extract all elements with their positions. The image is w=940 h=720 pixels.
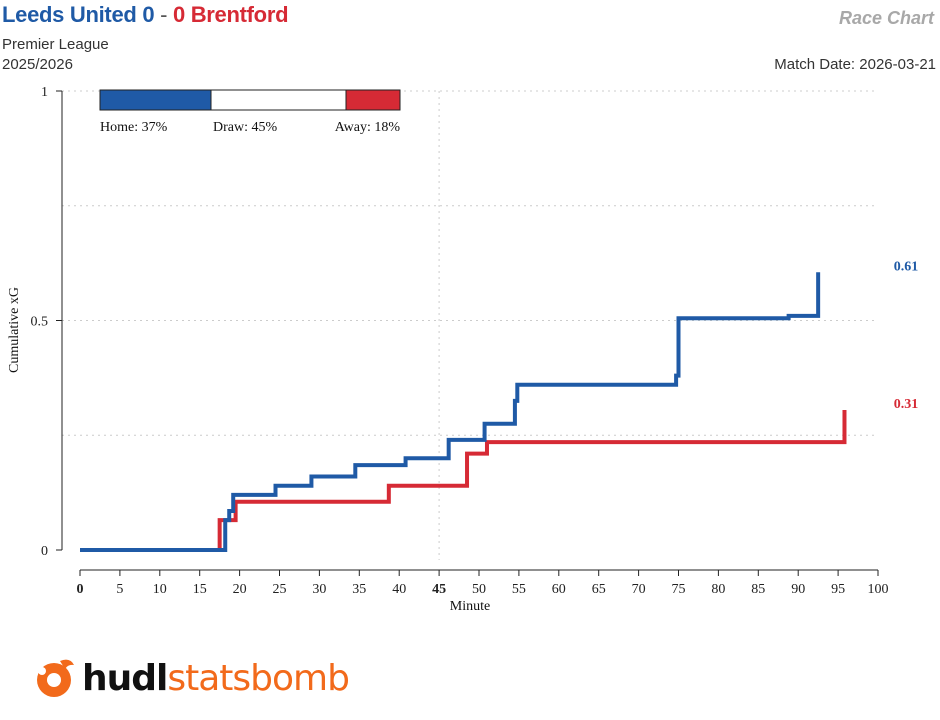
x-tick-label: 45: [432, 582, 446, 597]
x-tick-label: 25: [273, 582, 287, 597]
logo-text-statsbomb: statsbomb: [167, 657, 350, 699]
statsbomb-logo-icon: [37, 659, 74, 697]
away-probability-label: Away: 18%: [335, 120, 401, 135]
home-team-name: Leeds United: [2, 2, 137, 27]
probability-bar-frame: [99, 89, 401, 111]
x-tick-label: 5: [116, 582, 123, 597]
home-probability-segment: [100, 90, 211, 110]
x-tick-label: 20: [233, 582, 247, 597]
x-tick-label: 30: [312, 582, 326, 597]
grid-lines: [62, 90, 878, 560]
x-tick-label: 15: [193, 582, 207, 597]
y-tick-label: 0.5: [31, 315, 49, 330]
xg-lines: [80, 272, 847, 552]
hudl-statsbomb-logo: hudlstatsbomb: [32, 652, 350, 704]
x-tick-label: 0: [77, 582, 84, 597]
competition-name: Premier League: [2, 36, 109, 53]
match-title: Leeds United 0 - 0 Brentford: [2, 2, 289, 28]
score-separator: -: [160, 2, 168, 27]
home-final-xg-label: 0.61: [894, 259, 919, 274]
axes: [61, 91, 878, 571]
x-axis-label: Minute: [450, 599, 490, 614]
x-tick-label: 60: [552, 582, 566, 597]
season-label: 2025/2026: [2, 56, 73, 73]
chart-title: Race Chart: [838, 8, 934, 28]
race-chart: 00.510 5 10 15 20 25 30 35 40 45 50 55 60 65 70 75 80 85 9…: [7, 85, 919, 614]
home-probability-label: Home: 37%: [100, 120, 168, 135]
x-tick-label: 65: [592, 582, 606, 597]
away-team-name: Brentford: [190, 2, 289, 27]
logo-text-hudl: hudl: [82, 657, 168, 699]
x-tick-label: 75: [672, 582, 686, 597]
x-tick-label: 100: [868, 582, 889, 597]
home-score: 0: [142, 2, 155, 27]
away-final-xg-label: 0.31: [894, 397, 919, 412]
x-tick-label: 95: [831, 582, 845, 597]
x-tick-label: 55: [512, 582, 526, 597]
x-tick-label: 40: [392, 582, 406, 597]
home-xg-line: [80, 272, 821, 552]
draw-probability-label: Draw: 45%: [213, 120, 277, 135]
away-probability-segment: [346, 90, 400, 110]
y-tick-label: 1: [41, 85, 48, 100]
x-tick-label: 85: [751, 582, 765, 597]
away-xg-line: [80, 410, 847, 552]
win-probability-bar: Home: 37% Draw: 45% Away: 18%: [99, 89, 401, 135]
match-date: Match Date: 2026-03-21: [774, 56, 936, 73]
x-tick-label: 50: [472, 582, 486, 597]
draw-probability-segment: [211, 90, 346, 110]
x-tick-label: 35: [352, 582, 366, 597]
y-axis-label: Cumulative xG: [7, 287, 22, 373]
y-tick-label: 0: [41, 544, 48, 559]
tick-labels: 00.510 5 10 15 20 25 30 35 40 45 50 55 60 65 70 75 80 85 9…: [31, 85, 889, 597]
x-tick-label: 70: [632, 582, 646, 597]
away-score: 0: [172, 2, 185, 27]
x-tick-label: 90: [791, 582, 805, 597]
x-tick-label: 80: [711, 582, 725, 597]
x-tick-label: 10: [153, 582, 167, 597]
final-xg-labels: 0.31 0.61: [894, 259, 919, 412]
